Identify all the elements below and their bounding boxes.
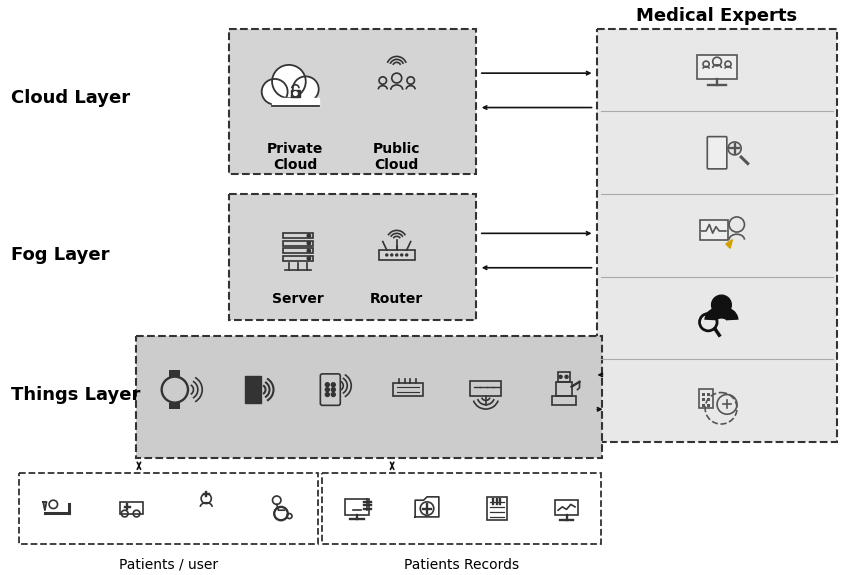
Text: Private
Cloud: Private Cloud [267, 142, 324, 172]
Bar [169, 370, 181, 377]
Bar [707, 404, 710, 407]
Bar [282, 233, 313, 239]
Circle shape [307, 257, 311, 260]
Text: Router: Router [370, 292, 424, 306]
Text: Patients Records: Patients Records [404, 558, 520, 572]
Circle shape [307, 242, 311, 245]
Circle shape [711, 295, 731, 315]
Circle shape [386, 254, 388, 256]
Bar [702, 393, 705, 396]
Bar [136, 336, 603, 458]
Circle shape [565, 375, 568, 378]
Bar [597, 29, 836, 442]
Bar [282, 256, 313, 261]
Bar [245, 376, 260, 404]
Text: Server: Server [272, 292, 324, 306]
Polygon shape [726, 240, 733, 248]
Circle shape [262, 79, 288, 105]
Bar [699, 220, 728, 240]
Text: Medical Experts: Medical Experts [637, 7, 798, 25]
Bar [282, 240, 313, 246]
Circle shape [401, 254, 402, 256]
Text: Things Layer: Things Layer [11, 386, 140, 404]
Bar [120, 502, 143, 513]
Bar [707, 398, 710, 401]
Bar [557, 372, 569, 382]
Text: Fog Layer: Fog Layer [11, 246, 110, 264]
Bar [229, 194, 476, 320]
Text: Public
Cloud: Public Cloud [373, 142, 420, 172]
Circle shape [294, 92, 297, 95]
Bar [556, 382, 572, 396]
Bar [698, 55, 737, 79]
Circle shape [325, 393, 330, 397]
FancyBboxPatch shape [291, 90, 300, 97]
Circle shape [293, 76, 318, 102]
Circle shape [272, 65, 306, 98]
Circle shape [331, 393, 336, 397]
Bar [20, 473, 318, 544]
Polygon shape [43, 502, 46, 510]
Circle shape [390, 254, 393, 256]
Bar [555, 500, 579, 515]
Bar [702, 404, 705, 407]
Text: Patients / user: Patients / user [119, 558, 218, 572]
Bar [323, 473, 602, 544]
Circle shape [406, 254, 407, 256]
Bar [702, 398, 705, 401]
Bar [282, 248, 313, 254]
Circle shape [395, 254, 398, 256]
Circle shape [307, 249, 311, 252]
Text: Cloud Layer: Cloud Layer [11, 89, 130, 107]
Bar [229, 29, 476, 174]
Bar [471, 381, 501, 396]
Bar [379, 250, 414, 260]
Circle shape [325, 388, 330, 392]
FancyBboxPatch shape [707, 137, 727, 169]
Bar [272, 98, 318, 106]
Circle shape [559, 375, 562, 378]
Bar [345, 499, 369, 515]
Bar [699, 389, 713, 408]
Circle shape [331, 383, 336, 386]
Bar [169, 402, 181, 409]
Circle shape [325, 383, 330, 386]
Bar [486, 497, 507, 520]
Bar [551, 396, 575, 405]
Bar [393, 383, 424, 396]
Circle shape [331, 388, 336, 392]
Circle shape [307, 234, 311, 237]
Bar [707, 393, 710, 396]
